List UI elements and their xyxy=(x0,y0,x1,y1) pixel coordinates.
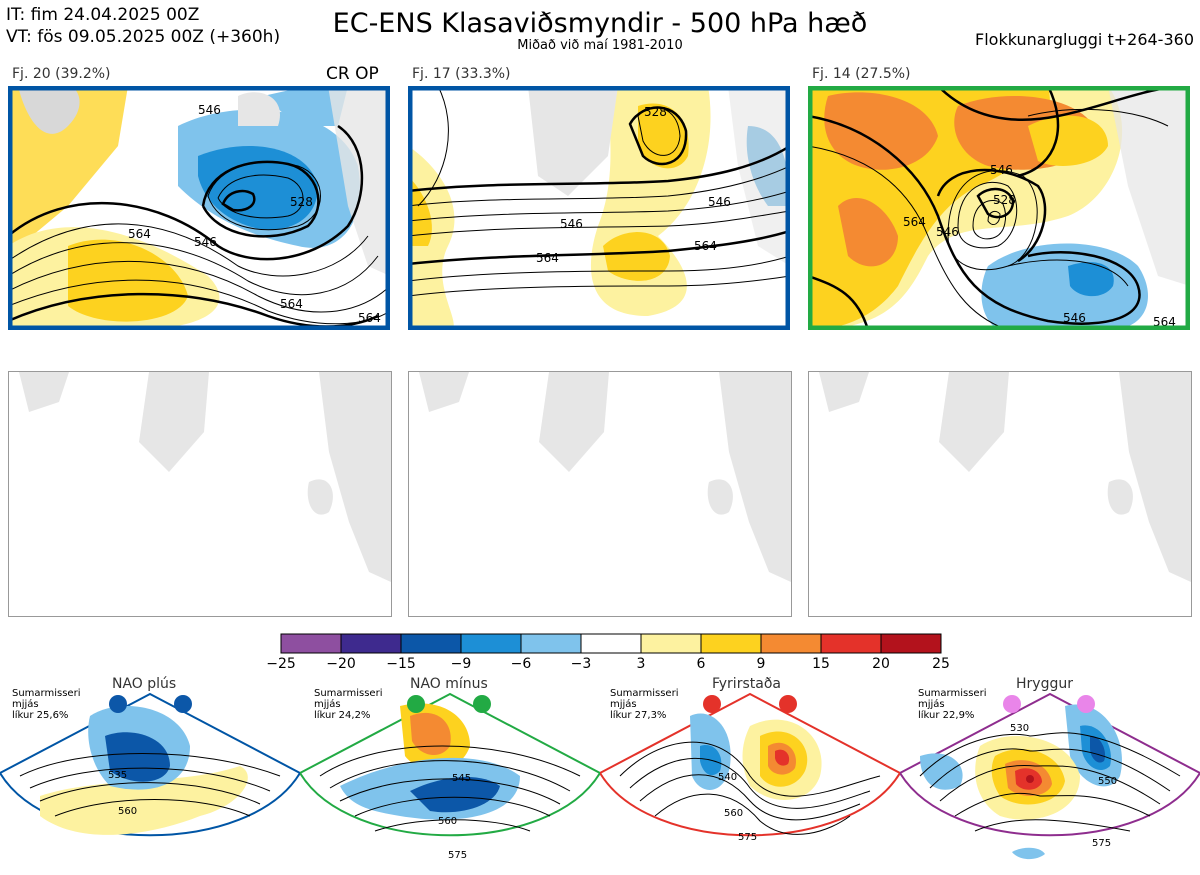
regime-note: Sumarmisseri xyxy=(12,688,81,699)
colorbar-tick-label: 20 xyxy=(872,656,890,672)
regime-probability: líkur 24,2% xyxy=(314,710,371,721)
colorbar-tick-label: 3 xyxy=(636,656,646,672)
regime-nao-plus: 535 560 NAO plús Sumarmisseri mjjás líku… xyxy=(0,676,302,871)
cluster-3-label: Fj. 14 (27.5%) xyxy=(812,66,911,82)
empty-map-2 xyxy=(408,371,792,617)
empty-map-3 xyxy=(808,371,1192,617)
colorbar-tick-label: −3 xyxy=(570,656,592,672)
regime-note: Sumarmisseri xyxy=(918,688,987,699)
contour-label: 546 xyxy=(198,103,221,117)
contour-label: 564 xyxy=(536,251,559,265)
init-time: IT: fim 24.04.2025 00Z xyxy=(6,5,200,25)
empty-map-1 xyxy=(8,371,392,617)
colorbar-tick-label: −15 xyxy=(386,656,416,672)
cluster-map-3: 546 528 546 564 546 564 xyxy=(808,86,1190,330)
regime-title: Hryggur xyxy=(1016,676,1073,692)
cluster-map-1: 546 528 546 564 564 564 xyxy=(8,86,390,330)
regime-blocking: 540 560 575 Fyrirstaða Sumarmisseri mjjá… xyxy=(598,676,902,871)
contour-label: 564 xyxy=(128,227,151,241)
contour-label: 564 xyxy=(358,311,381,325)
regime-nao-minus: 545 560 575 NAO mínus Sumarmisseri mjjás… xyxy=(298,676,602,871)
classification-window: Flokkunargluggi t+264-360 xyxy=(975,30,1194,49)
regime-title: NAO mínus xyxy=(410,676,488,692)
regime-note: mjjás xyxy=(12,699,39,710)
regime-probability: líkur 22,9% xyxy=(918,710,975,721)
cluster-1-flag: CR OP xyxy=(326,64,379,84)
regime-label: 575 xyxy=(738,832,757,843)
regime-title: NAO plús xyxy=(112,676,177,692)
regime-label: 535 xyxy=(108,770,127,781)
colorbar-tick-label: 15 xyxy=(812,656,830,672)
contour-label: 528 xyxy=(644,105,667,119)
regime-note: mjjás xyxy=(918,699,945,710)
colorbar xyxy=(280,633,942,654)
colorbar-tick-label: 25 xyxy=(932,656,950,672)
regime-label: 575 xyxy=(1092,838,1111,849)
regime-note: Sumarmisseri xyxy=(610,688,679,699)
regime-note: mjjás xyxy=(610,699,637,710)
colorbar-tick-label: 9 xyxy=(756,656,766,672)
regime-note: mjjás xyxy=(314,699,341,710)
regime-note: Sumarmisseri xyxy=(314,688,383,699)
colorbar-segment xyxy=(640,633,702,654)
contour-label: 528 xyxy=(290,195,313,209)
contour-label: 564 xyxy=(903,215,926,229)
regime-title: Fyrirstaða xyxy=(712,676,781,692)
contour-label: 546 xyxy=(708,195,731,209)
regime-probability: líkur 27,3% xyxy=(610,710,667,721)
colorbar-segment xyxy=(880,633,942,654)
colorbar-tick-label: −6 xyxy=(510,656,532,672)
colorbar-segment xyxy=(700,633,762,654)
regime-probability: líkur 25,6% xyxy=(12,710,69,721)
regime-label: 550 xyxy=(1098,776,1117,787)
colorbar-segment xyxy=(820,633,882,654)
colorbar-segment xyxy=(400,633,462,654)
colorbar-segment xyxy=(580,633,642,654)
colorbar-segment xyxy=(520,633,582,654)
regime-label: 560 xyxy=(438,816,457,827)
regime-label: 560 xyxy=(118,806,137,817)
regime-ridge: 530 550 575 Hryggur Sumarmisseri mjjás l… xyxy=(898,676,1200,871)
regime-label: 530 xyxy=(1010,723,1029,734)
colorbar-tick-label: −25 xyxy=(266,656,296,672)
regime-label: 545 xyxy=(452,773,471,784)
header-info: IT: fim 24.04.2025 00Z VT: fös 09.05.202… xyxy=(6,4,280,48)
contour-label: 564 xyxy=(280,297,303,311)
colorbar-tick-label: −20 xyxy=(326,656,356,672)
regime-label: 560 xyxy=(724,808,743,819)
contour-label: 546 xyxy=(990,163,1013,177)
contour-label: 528 xyxy=(993,193,1016,207)
contour-label: 546 xyxy=(194,235,217,249)
colorbar-segment xyxy=(460,633,522,654)
colorbar-tick-label: −9 xyxy=(450,656,472,672)
regime-label: 540 xyxy=(718,772,737,783)
regime-label: 575 xyxy=(448,850,467,861)
valid-time: VT: fös 09.05.2025 00Z (+360h) xyxy=(6,27,281,47)
contour-label: 546 xyxy=(1063,311,1086,325)
page-title: EC-ENS Klasaviðsmyndir - 500 hPa hæð xyxy=(332,8,868,39)
colorbar-segment xyxy=(760,633,822,654)
page-subtitle: Miðað við maí 1981-2010 xyxy=(517,38,683,53)
cluster-1-label: Fj. 20 (39.2%) xyxy=(12,66,111,82)
colorbar-segment xyxy=(340,633,402,654)
colorbar-tick-label: 6 xyxy=(696,656,706,672)
contour-label: 546 xyxy=(560,217,583,231)
colorbar-segment xyxy=(280,633,342,654)
cluster-map-2: 528 546 546 564 564 xyxy=(408,86,790,330)
cluster-2-label: Fj. 17 (33.3%) xyxy=(412,66,511,82)
contour-label: 564 xyxy=(694,239,717,253)
contour-label: 546 xyxy=(936,225,959,239)
